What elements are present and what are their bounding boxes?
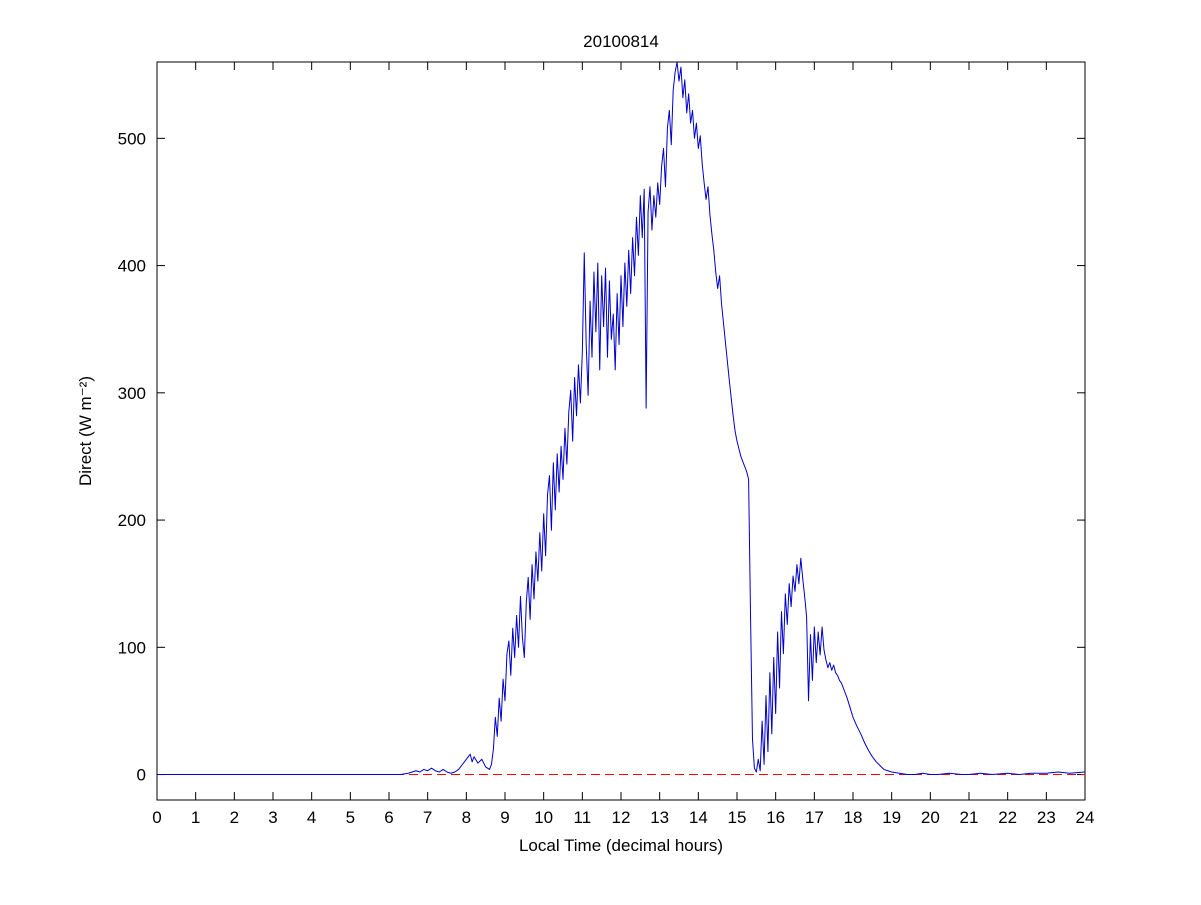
- x-tick-label: 18: [844, 808, 863, 827]
- x-tick-label: 24: [1076, 808, 1095, 827]
- x-tick-label: 14: [689, 808, 708, 827]
- y-tick-label: 400: [118, 257, 146, 276]
- x-tick-label: 7: [423, 808, 432, 827]
- x-tick-label: 6: [384, 808, 393, 827]
- y-axis-label: Direct (W m⁻²): [76, 376, 95, 486]
- x-tick-label: 23: [1037, 808, 1056, 827]
- x-tick-label: 9: [500, 808, 509, 827]
- y-tick-label: 100: [118, 638, 146, 657]
- x-tick-label: 5: [346, 808, 355, 827]
- x-tick-label: 17: [805, 808, 824, 827]
- chart-title: 20100814: [583, 32, 659, 51]
- x-tick-label: 21: [960, 808, 979, 827]
- x-tick-label: 4: [307, 808, 316, 827]
- x-tick-label: 1: [191, 808, 200, 827]
- x-tick-label: 20: [921, 808, 940, 827]
- series-line-direct: [157, 62, 1085, 776]
- axes-box: [156, 61, 1086, 801]
- y-tick-label: 500: [118, 129, 146, 148]
- x-tick-label: 13: [650, 808, 669, 827]
- y-tick-label: 0: [137, 766, 146, 785]
- x-tick-label: 0: [152, 808, 161, 827]
- x-tick-label: 10: [534, 808, 553, 827]
- x-tick-label: 22: [998, 808, 1017, 827]
- x-tick-label: 19: [882, 808, 901, 827]
- x-tick-label: 16: [766, 808, 785, 827]
- x-tick-label: 3: [268, 808, 277, 827]
- y-tick-label: 200: [118, 511, 146, 530]
- x-axis-label: Local Time (decimal hours): [519, 836, 723, 855]
- y-tick-label: 300: [118, 384, 146, 403]
- x-tick-label: 12: [612, 808, 631, 827]
- plot-layer: 0 1 2 3 4 5 6 7 8 9 10 11 12 13 14 15 16 17 18 19 20 21 22 23 24…: [118, 61, 1095, 827]
- x-tick-label: 2: [230, 808, 239, 827]
- x-tick-label: 15: [728, 808, 747, 827]
- x-tick-label: 8: [462, 808, 471, 827]
- x-tick-label: 11: [574, 808, 592, 827]
